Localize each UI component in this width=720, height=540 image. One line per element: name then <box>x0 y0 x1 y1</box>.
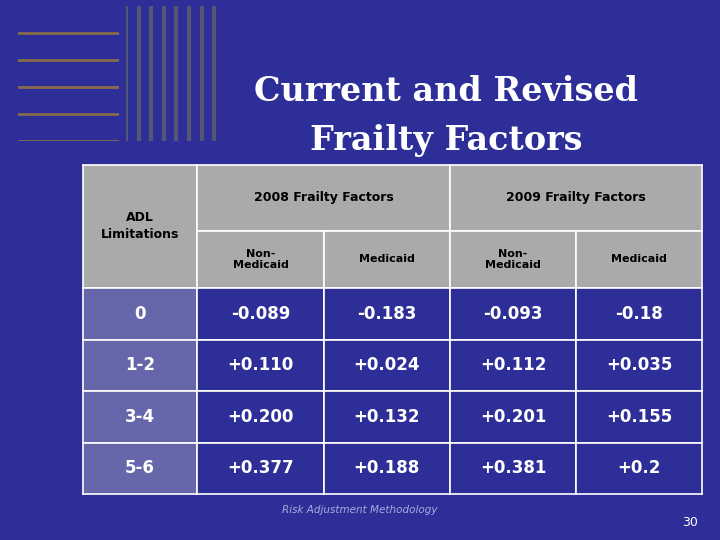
Text: 0: 0 <box>135 305 146 323</box>
Text: +0.110: +0.110 <box>228 356 294 374</box>
Text: -0.089: -0.089 <box>231 305 290 323</box>
Text: Frailty Factors: Frailty Factors <box>310 124 582 157</box>
Text: Current and Revised: Current and Revised <box>254 75 639 109</box>
Text: +0.132: +0.132 <box>354 408 420 426</box>
Text: -0.18: -0.18 <box>616 305 663 323</box>
Text: -0.183: -0.183 <box>357 305 416 323</box>
Text: Medicaid: Medicaid <box>611 254 667 265</box>
Text: -0.093: -0.093 <box>483 305 543 323</box>
Text: +0.377: +0.377 <box>228 460 294 477</box>
Text: 2008 Frailty Factors: 2008 Frailty Factors <box>253 191 394 204</box>
Text: +0.201: +0.201 <box>480 408 546 426</box>
Text: +0.188: +0.188 <box>354 460 420 477</box>
Text: Risk Adjustment Methodology: Risk Adjustment Methodology <box>282 505 438 515</box>
Text: +0.200: +0.200 <box>228 408 294 426</box>
Text: +0.381: +0.381 <box>480 460 546 477</box>
Text: +0.155: +0.155 <box>606 408 672 426</box>
Text: ADL
Limitations: ADL Limitations <box>101 212 179 241</box>
Text: Non-
Medicaid: Non- Medicaid <box>233 248 289 270</box>
Text: +0.024: +0.024 <box>354 356 420 374</box>
Text: 2009 Frailty Factors: 2009 Frailty Factors <box>506 191 646 204</box>
Text: 1-2: 1-2 <box>125 356 155 374</box>
Text: Medicaid: Medicaid <box>359 254 415 265</box>
Text: +0.112: +0.112 <box>480 356 546 374</box>
Text: Non-
Medicaid: Non- Medicaid <box>485 248 541 270</box>
Text: 5-6: 5-6 <box>125 460 155 477</box>
Text: +0.2: +0.2 <box>618 460 661 477</box>
Text: +0.035: +0.035 <box>606 356 672 374</box>
Text: 3-4: 3-4 <box>125 408 155 426</box>
Text: 30: 30 <box>683 516 698 529</box>
